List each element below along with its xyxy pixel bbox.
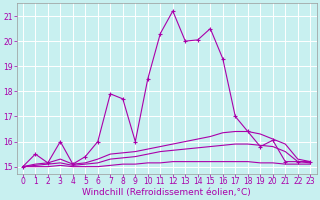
X-axis label: Windchill (Refroidissement éolien,°C): Windchill (Refroidissement éolien,°C): [82, 188, 251, 197]
